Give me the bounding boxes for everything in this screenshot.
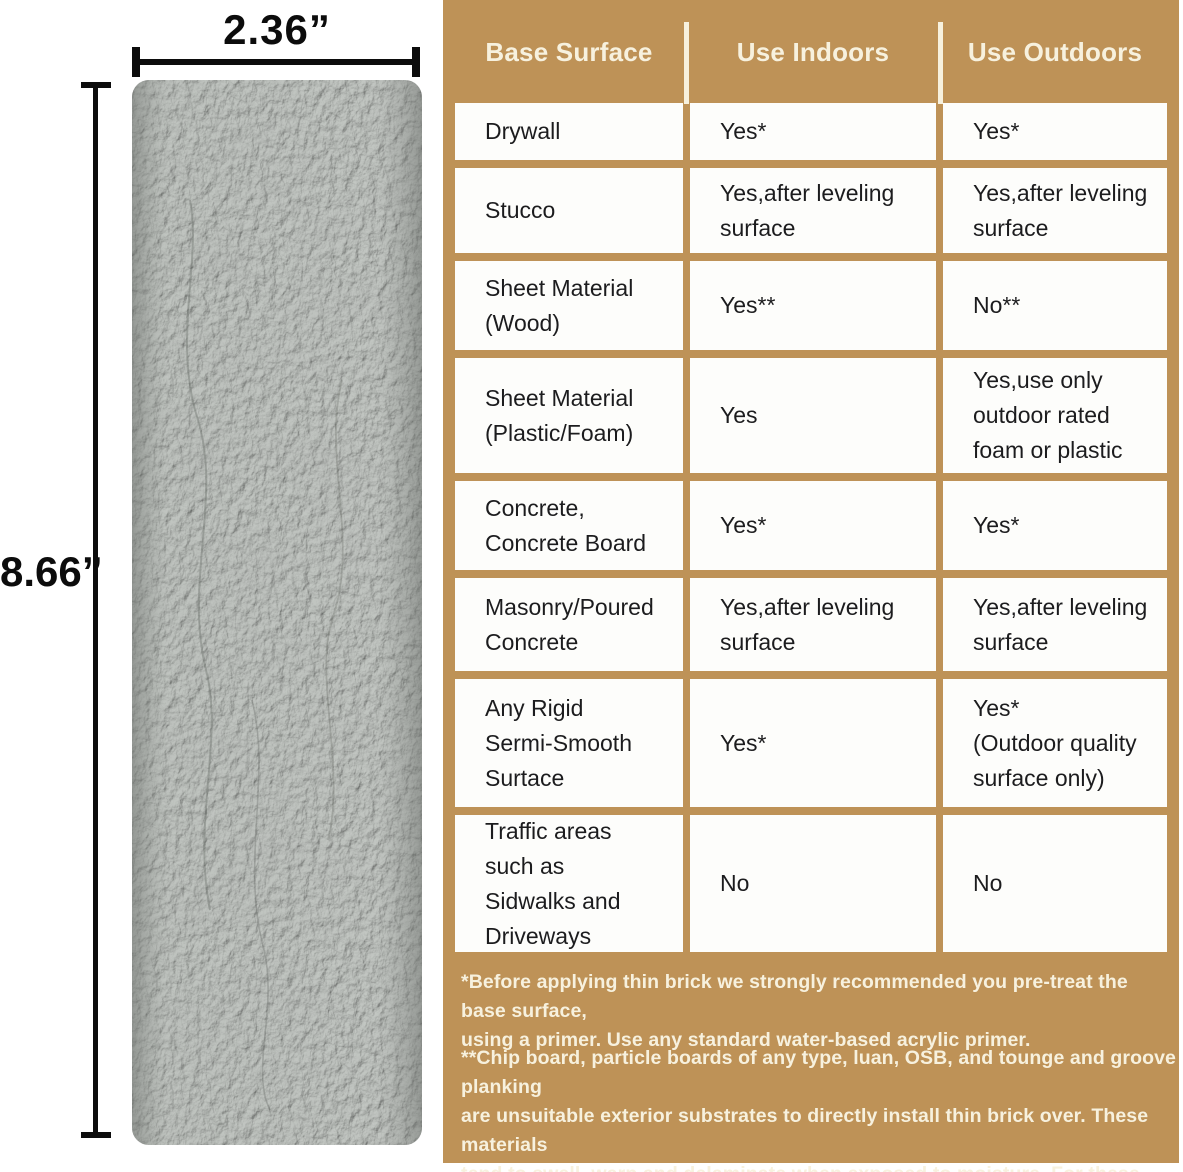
cell-surface: Sheet Material (Plastic/Foam): [455, 358, 683, 473]
footnote-wood-substrates: **Chip board, particle boards of any typ…: [461, 1047, 1177, 1172]
cell-indoors: Yes,after leveling surface: [690, 578, 936, 671]
footnote-primer: *Before applying thin brick we strongly …: [461, 971, 1128, 1051]
column-header-use-outdoors: Use Outdoors: [967, 37, 1143, 67]
header-divider: [684, 22, 689, 104]
cell-outdoors: No: [943, 815, 1167, 952]
cell-surface: Stucco: [455, 168, 683, 253]
header-divider: [938, 22, 943, 104]
cell-surface: Masonry/Poured Concrete: [455, 578, 683, 671]
cell-outdoors: Yes,after leveling surface: [943, 578, 1167, 671]
height-dimension-line: [81, 82, 111, 1138]
cell-indoors: Yes*: [690, 103, 936, 160]
compatibility-panel: Base Surface Use Indoors Use Outdoors Dr…: [443, 0, 1179, 1172]
cell-indoors: Yes*: [690, 679, 936, 807]
compatibility-table: Base Surface Use Indoors Use Outdoors Dr…: [455, 0, 1167, 952]
column-header-use-indoors: Use Indoors: [736, 37, 890, 67]
cell-indoors: Yes**: [690, 261, 936, 350]
cell-outdoors: Yes*: [943, 481, 1167, 570]
cell-indoors: Yes*: [690, 481, 936, 570]
brick-texture: [132, 80, 422, 1145]
cell-outdoors: Yes,after leveling surface: [943, 168, 1167, 253]
cell-surface: Drywall: [455, 103, 683, 160]
column-header-base-surface: Base Surface: [485, 37, 653, 67]
height-dimension-label: 8.66”: [0, 548, 103, 595]
brick-image: [132, 80, 422, 1145]
cell-surface: Sheet Material (Wood): [455, 261, 683, 350]
cell-surface: Concrete, Concrete Board: [455, 481, 683, 570]
cell-surface: Traffic areas such as Sidwalks and Drive…: [455, 815, 683, 952]
cell-outdoors: Yes* (Outdoor quality surface only): [943, 679, 1167, 807]
width-dimension-label: 2.36”: [223, 6, 331, 53]
cell-outdoors: Yes*: [943, 103, 1167, 160]
cell-surface: Any Rigid Sermi-Smooth Surtace: [455, 679, 683, 807]
cell-outdoors: No**: [943, 261, 1167, 350]
cell-indoors: Yes: [690, 358, 936, 473]
cell-indoors: No: [690, 815, 936, 952]
width-dimension-line: [132, 47, 420, 77]
cell-indoors: Yes,after leveling surface: [690, 168, 936, 253]
cell-outdoors: Yes,use only outdoor rated foam or plast…: [943, 358, 1167, 473]
product-figure: 2.36” 8.66”: [0, 0, 443, 1172]
